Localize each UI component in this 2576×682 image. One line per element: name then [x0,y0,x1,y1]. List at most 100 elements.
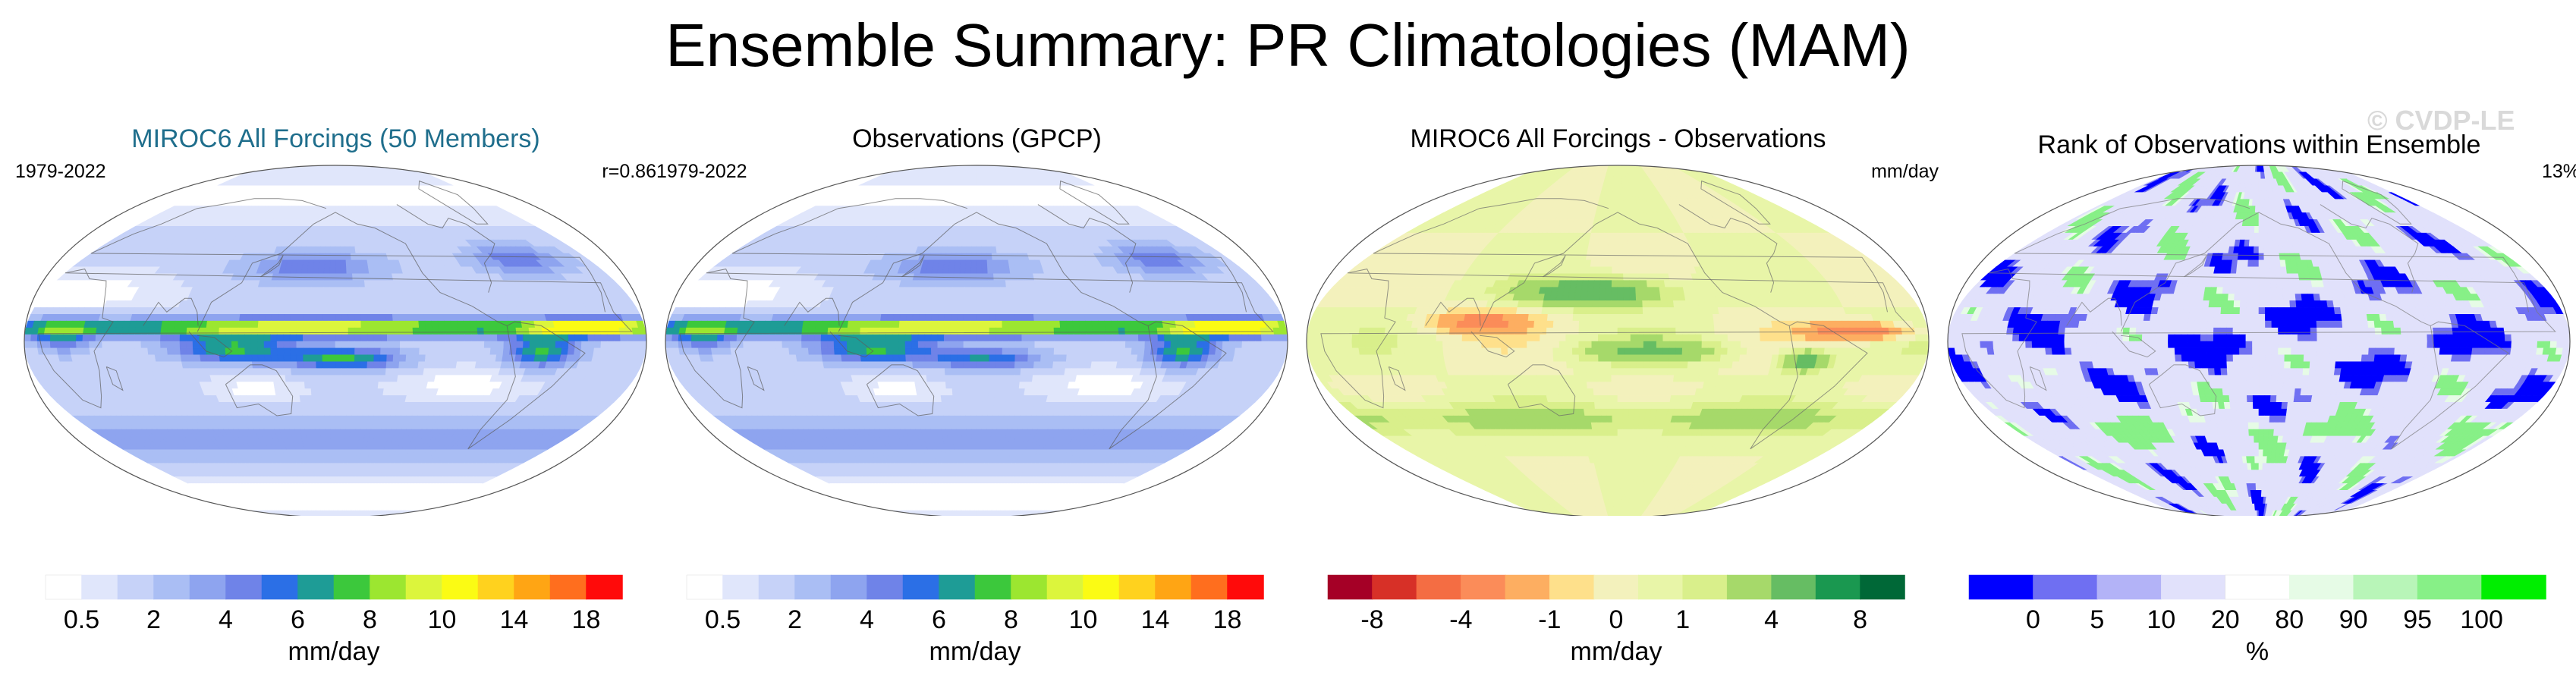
colorbar-tick-label: -8 [1360,605,1383,634]
map-border [665,165,1288,516]
colorbar-swatch [686,574,724,600]
coastline [1470,331,1515,358]
colorbar-swatch [297,574,335,600]
coastline [1388,366,1406,391]
colorbar-swatch [117,574,155,600]
map-border [1947,165,2571,516]
colorbar-observations: 0.5 2 4 6 8 10 14 18 mm/day [686,574,1264,666]
colorbar-swatch [1416,574,1462,600]
colorbar-swatch [1682,574,1728,600]
coastline [143,297,199,326]
coastline [679,269,1274,409]
colorbar-tick-label: 10 [428,605,457,634]
colorbar-tick-label: 8 [1004,605,1018,634]
colorbar-tick-label: 8 [363,605,377,634]
units-label: mm/day [1871,161,1939,183]
colorbar-difference: -8 -4 -1 0 1 4 8 mm/day [1327,574,1905,666]
coastline [1700,180,1771,225]
colorbar-swatch [722,574,760,600]
colorbar-swatch [549,574,587,600]
colorbar-swatch [477,574,515,600]
colorbar-swatch [1593,574,1639,600]
map-model-climatology [24,165,647,516]
colorbar-tick-label: -4 [1449,605,1472,634]
colorbar-tick-label: 0 [1609,605,1624,634]
colorbar-tick-label: 0.5 [64,605,99,634]
colorbar-tick-label: -1 [1538,605,1561,634]
colorbar-swatch [261,574,299,600]
pattern-correlation: r=0.86 [602,161,656,183]
colorbar-swatch [2161,574,2226,600]
coastline [2184,255,2207,278]
coastline [2342,180,2412,225]
colorbar-tick-label: 2 [146,605,161,634]
colorbar-swatch [1046,574,1084,600]
period-label: 1979-2022 [656,161,747,183]
colorbar-swatch [1815,574,1861,600]
coastline [225,364,294,416]
colorbar-label: mm/day [929,637,1021,666]
map-observations [665,165,1288,516]
colorbar-swatch [1372,574,1417,600]
panel-observations: Observations (GPCP) 1979-2022 0.5 2 4 6 8 10 1… [656,114,1297,675]
coastline [1678,204,1778,293]
panel-title: MIROC6 All Forcings - Observations [1297,124,1939,154]
colorbar-model: 0.5 2 4 6 8 10 14 18 mm/day [45,574,623,666]
colorbar-tick-label: 18 [1213,605,1242,634]
colorbar-swatch [2225,574,2290,600]
coastline [2112,331,2156,358]
colorbar-swatch [370,574,407,600]
coastline [260,255,284,278]
colorbar-swatch [1118,574,1156,600]
rank-percent: 13% [2542,161,2576,183]
colorbar-tick-label: 20 [2211,605,2240,634]
panel-title: Observations (GPCP) [656,124,1297,154]
colorbar-swatch [514,574,551,600]
colorbar-label: % [2246,637,2269,666]
colorbar-swatch [225,574,263,600]
colorbar-swatch [586,574,623,600]
colorbar-swatch [1461,574,1506,600]
colorbar-label: mm/day [1571,637,1662,666]
map-difference [1306,165,1930,516]
coastline [1320,269,1915,409]
colorbar-tick-label: 95 [2403,605,2432,634]
colorbar-swatch [1726,574,1772,600]
colorbar-tick-label: 8 [1853,605,1867,634]
colorbar-swatch [1083,574,1120,600]
colorbar-label: mm/day [288,637,380,666]
colorbar-swatch [1190,574,1228,600]
map-border [24,165,647,516]
coastline [1109,321,1227,450]
panel-model: MIROC6 All Forcings (50 Members) 1979-20… [15,114,656,675]
map-rank [1947,165,2571,516]
coastline [1961,269,2556,409]
colorbar-tick-label: 6 [291,605,305,634]
colorbar-tick-label: 4 [1764,605,1779,634]
colorbar-swatch [794,574,832,600]
colorbar-tick-label: 1 [1675,605,1690,634]
coastline [1750,321,1868,450]
coastline [901,255,925,278]
coastline [1507,364,1576,416]
colorbar-swatch [974,574,1012,600]
period-label: 1979-2022 [15,161,106,183]
watermark: © CVDP-LE [2367,105,2515,137]
coastline [2148,364,2217,416]
coastline [188,331,233,358]
colorbar-swatch [2353,574,2418,600]
colorbar-swatch [1549,574,1595,600]
coastline [866,364,935,416]
coastline [90,198,605,313]
colorbar-swatch [2033,574,2098,600]
coastline [1059,180,1130,225]
colorbar-tick-label: 90 [2339,605,2368,634]
colorbar-tick-label: 0 [2026,605,2040,634]
coastline [38,269,633,409]
colorbar-tick-label: 4 [219,605,233,634]
map-field [665,165,1288,516]
figure-title: Ensemble Summary: PR Climatologies (MAM) [0,11,2576,80]
coastline [105,366,124,391]
colorbar-tick-label: 5 [2090,605,2104,634]
colorbar-tick-label: 14 [1141,605,1170,634]
